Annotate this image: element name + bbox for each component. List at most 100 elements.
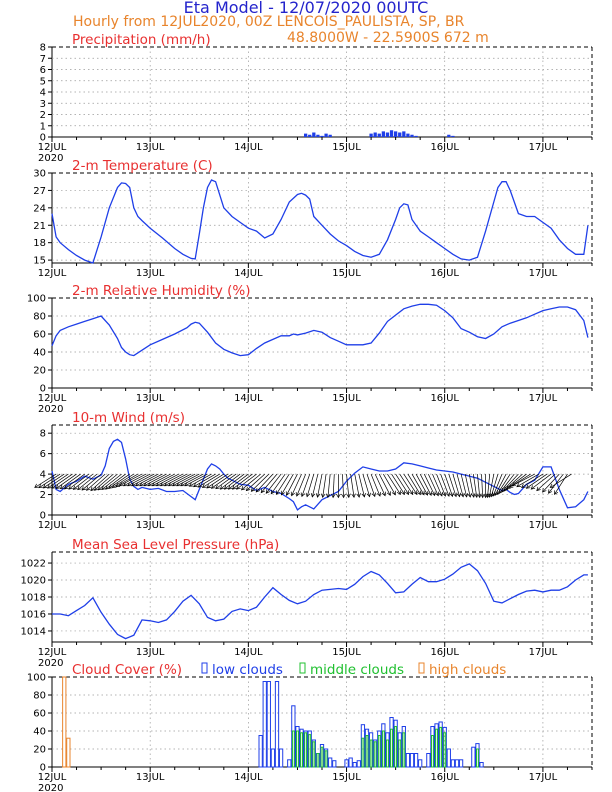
cloud-bar-low <box>446 748 451 768</box>
cloud-bar-middle <box>361 737 365 768</box>
wind-arrow <box>512 473 535 487</box>
wind-arrow <box>156 473 179 487</box>
y-tick-label: 1 <box>40 121 46 132</box>
wind-arrow-head <box>167 482 173 487</box>
cloud-bar-low <box>458 759 464 768</box>
wind-arrow <box>354 474 360 498</box>
cloud-bar-middle <box>381 730 385 768</box>
wind-arrow-head <box>285 491 290 496</box>
wind-arrow-head <box>81 486 87 491</box>
cloud-bar-middle <box>386 739 389 768</box>
cloud-bar-middle <box>296 730 299 768</box>
wind-arrow-head <box>51 484 56 489</box>
wind-arrow <box>473 474 478 498</box>
x-tick-label: 13JUL <box>136 647 165 658</box>
cloud-bar-middle <box>377 735 381 768</box>
y-tick-label: 3 <box>40 99 46 110</box>
cloud-bar-low <box>258 735 263 768</box>
x-year-label: 2020 <box>38 404 63 415</box>
cloud-bar-low <box>348 757 353 768</box>
wind-arrow <box>152 473 175 487</box>
cloud-bar-middle <box>365 735 369 768</box>
y-tick-label: 1022 <box>21 559 46 570</box>
x-year-label: 2020 <box>38 658 63 669</box>
wind-arrow <box>275 473 290 495</box>
precip-bar <box>394 131 398 137</box>
wind-arrow-head <box>400 490 405 496</box>
wind-arrow <box>554 473 568 495</box>
wind-arrow <box>317 474 323 498</box>
y-tick-label: 5 <box>40 76 46 87</box>
y-tick-label: 1016 <box>21 609 46 620</box>
wind-arrow <box>419 473 432 496</box>
y-tick-label: 80 <box>33 691 46 702</box>
wind-arrow <box>241 473 261 491</box>
wind-arrow <box>224 473 245 490</box>
x-tick-label: 14JUL <box>234 268 263 279</box>
wind-arrow-head <box>396 490 401 496</box>
cloud-bar-low <box>266 681 271 768</box>
wind-arrow <box>370 473 381 497</box>
wind-arrow <box>220 473 241 490</box>
wind-arrow-head <box>371 492 376 498</box>
x-tick-label: 14JUL <box>234 142 263 153</box>
y-tick-label: 24 <box>33 203 46 214</box>
y-tick-label: 0 <box>40 511 46 522</box>
wind-arrow-head <box>508 483 514 488</box>
precip-bar <box>320 135 324 137</box>
panel-humidity: 0 20 40 60 80 100 12JUL 13JUL 14JUL 15JUL 16JUL 17J… <box>27 283 593 415</box>
wind-arrow-head <box>260 488 265 494</box>
wind-arrow <box>358 474 365 498</box>
x-tick-label: 16JUL <box>430 268 459 279</box>
wind-arrow-head <box>483 493 488 499</box>
wind-arrow <box>139 473 163 487</box>
x-year-label: 2020 <box>38 783 63 792</box>
wind-arrow-head <box>122 482 128 487</box>
wind-arrow-head <box>34 483 39 488</box>
y-tick-label: 100 <box>27 294 46 305</box>
x-tick-label: 17JUL <box>529 772 558 783</box>
y-tick-label: 7 <box>40 54 46 65</box>
y-tick-label: 40 <box>33 348 46 359</box>
x-tick-label: 13JUL <box>136 142 165 153</box>
x-year-label: 2020 <box>38 153 63 164</box>
cloud-bar-middle <box>435 728 438 768</box>
wind-arrow-head <box>94 486 99 491</box>
x-tick-label: 17JUL <box>529 647 558 658</box>
wind-arrow <box>383 473 396 496</box>
cloud-bar-middle <box>443 732 447 768</box>
wind-arrow <box>362 473 370 497</box>
wind-arrow-head <box>325 493 331 499</box>
wind-arrow-head <box>223 485 229 490</box>
precip-bar <box>398 132 402 137</box>
wind-arrow-head <box>381 491 386 497</box>
x-tick-label: 12JUL <box>38 268 67 279</box>
wind-arrow-head <box>131 482 136 487</box>
wind-arrow-head <box>456 492 461 498</box>
x-tick-label: 17JUL <box>529 142 558 153</box>
cloud-bar-low <box>278 748 284 768</box>
y-tick-label: 4 <box>40 470 46 481</box>
cloud-bar-middle <box>316 753 320 768</box>
x-tick-label: 17JUL <box>529 393 558 404</box>
cloud-bar-low <box>328 757 333 768</box>
x-tick-label: 15JUL <box>332 772 361 783</box>
wind-arrow-head <box>275 490 280 496</box>
cloud-bar-low <box>287 759 292 768</box>
cloud-bar-middle <box>373 741 377 768</box>
x-tick-label: 14JUL <box>234 647 263 658</box>
cloud-bar-middle <box>300 732 303 768</box>
x-tick-label: 17JUL <box>529 520 558 531</box>
wind-arrow <box>291 473 302 496</box>
precip-bar <box>406 133 410 137</box>
wind-arrow <box>51 473 73 489</box>
y-tick-label: 21 <box>33 221 46 232</box>
wind-arrow-head <box>463 493 469 498</box>
wind-arrow-head <box>416 490 421 496</box>
wind-arrow-head <box>240 485 246 491</box>
y-tick-label: 0 <box>40 763 46 774</box>
wind-arrow-head <box>47 484 52 489</box>
x-tick-label: 16JUL <box>430 520 459 531</box>
y-tick-label: 0 <box>40 384 46 395</box>
cloud-bar-middle <box>308 734 312 768</box>
